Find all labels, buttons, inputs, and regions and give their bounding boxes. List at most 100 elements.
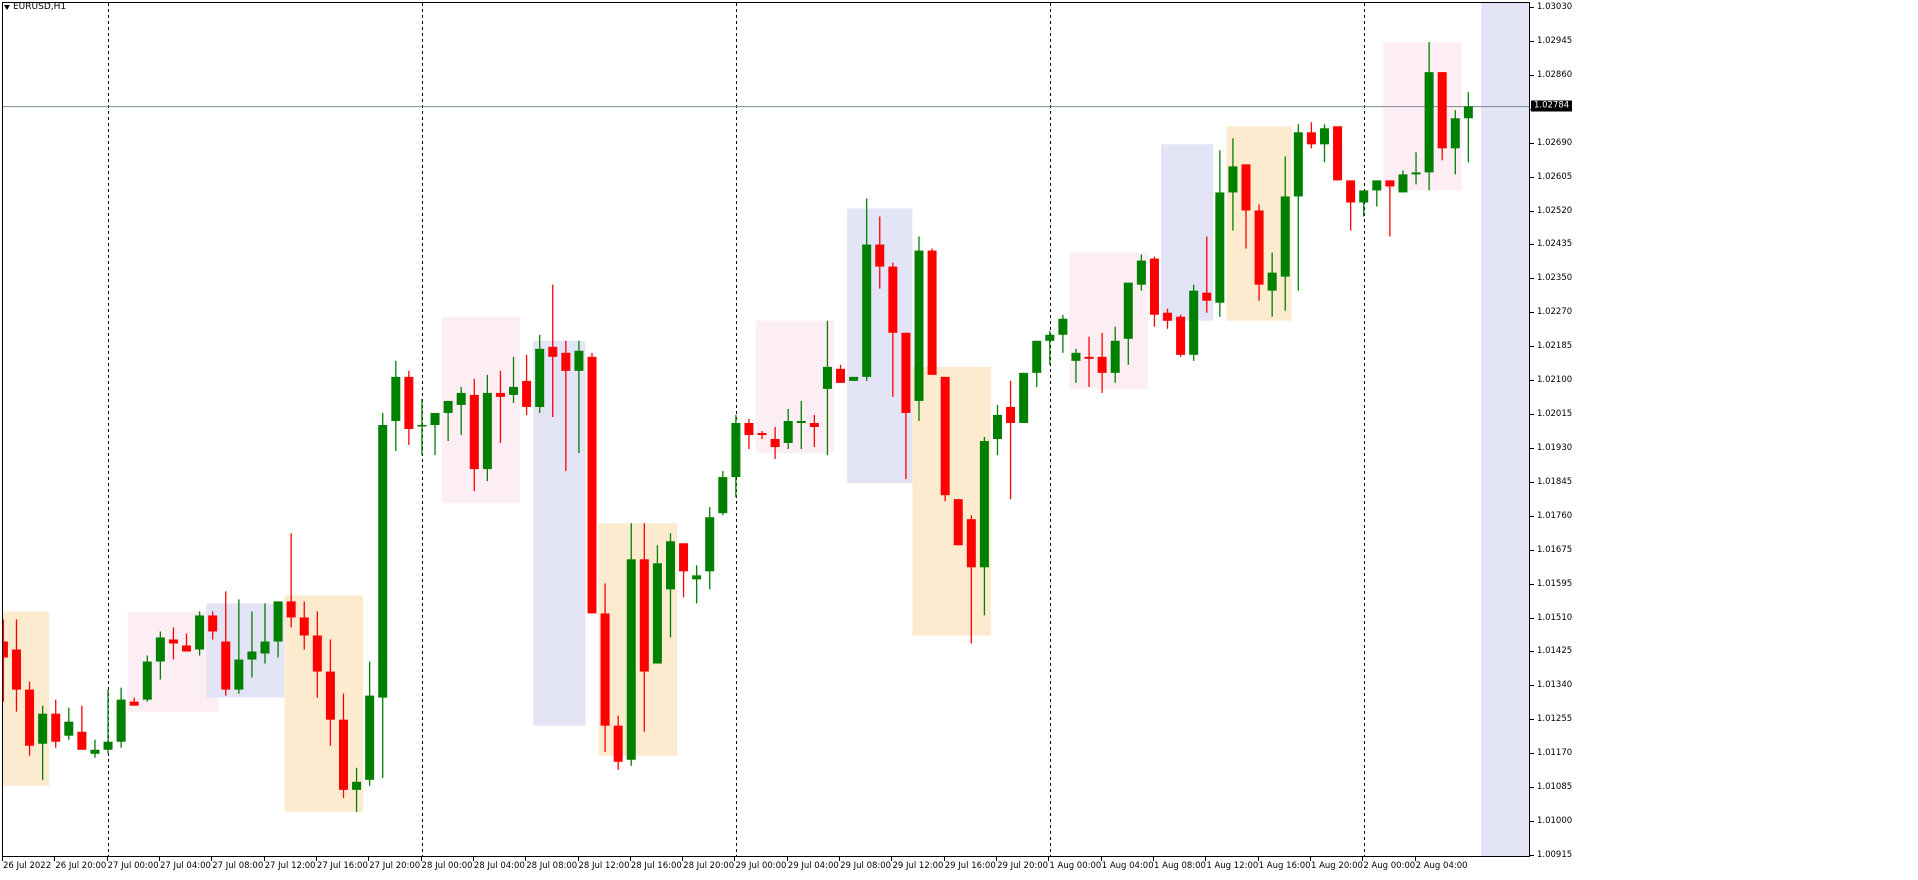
candle-bull [796, 420, 806, 423]
time-tick-label: 28 Jul 00:00 [421, 861, 473, 871]
price-tick [1530, 312, 1534, 314]
time-tick [891, 857, 893, 861]
time-tick [629, 857, 631, 861]
candle-bull [783, 420, 793, 444]
zone-rect [598, 523, 677, 756]
candle-bull [142, 661, 152, 700]
time-tick-label: 1 Aug 00:00 [1049, 861, 1102, 871]
candle-bull [1071, 352, 1081, 361]
candle-bull [1228, 166, 1238, 193]
time-tick [839, 857, 841, 861]
candle-bull [443, 400, 453, 413]
price-tick-label: 1.01930 [1537, 442, 1573, 453]
candle-bear [1202, 292, 1212, 301]
candle-bull [195, 615, 205, 650]
time-tick-label: 27 Jul 12:00 [264, 861, 316, 871]
candle-bull [1045, 334, 1055, 341]
time-tick [263, 857, 265, 861]
candle-bear [1333, 126, 1343, 181]
candle-bull [378, 424, 388, 698]
candle-bull [365, 695, 375, 780]
time-tick [1153, 857, 1155, 861]
time-tick-label: 28 Jul 08:00 [526, 861, 578, 871]
time-tick [1362, 857, 1364, 861]
candle-bull [260, 641, 270, 654]
time-tick [158, 857, 160, 861]
candle-bull [90, 749, 100, 754]
time-tick [943, 857, 945, 861]
candle-bear [469, 394, 479, 470]
price-tick [1530, 719, 1534, 721]
price-tick [1530, 380, 1534, 382]
future-shade [1481, 3, 1529, 856]
price-tick [1530, 617, 1534, 619]
time-tick [786, 857, 788, 861]
price-tick-label: 1.00915 [1537, 850, 1573, 860]
candle-bull [1189, 290, 1199, 355]
candle-bull [718, 477, 728, 514]
price-tick [1530, 855, 1534, 856]
price-tick-label: 1.01675 [1537, 544, 1573, 555]
candle-bear [587, 356, 597, 614]
price-tick-label: 1.02945 [1537, 35, 1573, 46]
zone-rect [1069, 252, 1148, 389]
price-tick [1530, 278, 1534, 280]
candle-bull [1359, 190, 1369, 203]
price-tick-label: 1.02185 [1537, 341, 1573, 352]
time-tick [1048, 857, 1050, 861]
candle-bull [1372, 180, 1382, 191]
candle-bear [1097, 356, 1107, 373]
price-tick [1530, 244, 1534, 246]
candle-bull [992, 414, 1002, 440]
price-tick-label: 1.01425 [1537, 646, 1573, 657]
price-tick [1530, 210, 1534, 212]
time-tick-label: 29 Jul 12:00 [892, 861, 944, 871]
candle-bull [38, 713, 48, 744]
zone-rect [1161, 144, 1214, 321]
time-tick-label: 28 Jul 16:00 [630, 861, 682, 871]
candle-bear [888, 266, 898, 333]
time-tick-label: 29 Jul 16:00 [944, 861, 996, 871]
zone-rect [912, 366, 991, 636]
price-tick [1530, 346, 1534, 348]
candle-bear [3, 641, 8, 658]
time-tick-label: 2 Aug 00:00 [1363, 861, 1416, 871]
candle-bear [966, 519, 976, 568]
chart-title[interactable]: EURUSD,H1 [4, 2, 66, 12]
plot-area[interactable] [2, 2, 1530, 857]
candle-bull [862, 244, 872, 377]
candle-bear [901, 332, 911, 413]
price-tick [1530, 787, 1534, 789]
time-tick [106, 857, 108, 861]
candle-bull [1319, 128, 1329, 145]
price-tick-label: 1.02350 [1537, 273, 1573, 284]
candle-bear [744, 422, 754, 436]
candle-bull [116, 699, 126, 742]
candle-bear [875, 244, 885, 267]
price-tick-label: 1.01595 [1537, 578, 1573, 589]
price-tick-label: 1.01845 [1537, 476, 1573, 487]
time-tick [996, 857, 998, 861]
candle-bull [103, 741, 113, 750]
time-tick [1100, 857, 1102, 861]
triangle-down-icon[interactable] [4, 4, 10, 10]
candle-bull [64, 721, 74, 736]
price-tick-label: 1.01255 [1537, 714, 1573, 725]
time-tick-label: 1 Aug 16:00 [1258, 861, 1311, 871]
candle-bear [561, 352, 571, 371]
candle-bull [665, 541, 675, 590]
candle-bull [914, 250, 924, 401]
time-tick [368, 857, 370, 861]
candle-bear [129, 701, 139, 706]
candle-bull [430, 412, 440, 425]
price-tick-label: 1.03030 [1537, 2, 1573, 12]
price-tick-label: 1.02435 [1537, 239, 1573, 250]
zone-rect [284, 595, 364, 812]
time-tick-label: 29 Jul 04:00 [787, 861, 839, 871]
candle-bull [456, 392, 466, 405]
time-tick [54, 857, 56, 861]
time-tick-label: 1 Aug 20:00 [1311, 861, 1363, 871]
candle-bull [482, 392, 492, 470]
candle-bear [940, 376, 950, 496]
